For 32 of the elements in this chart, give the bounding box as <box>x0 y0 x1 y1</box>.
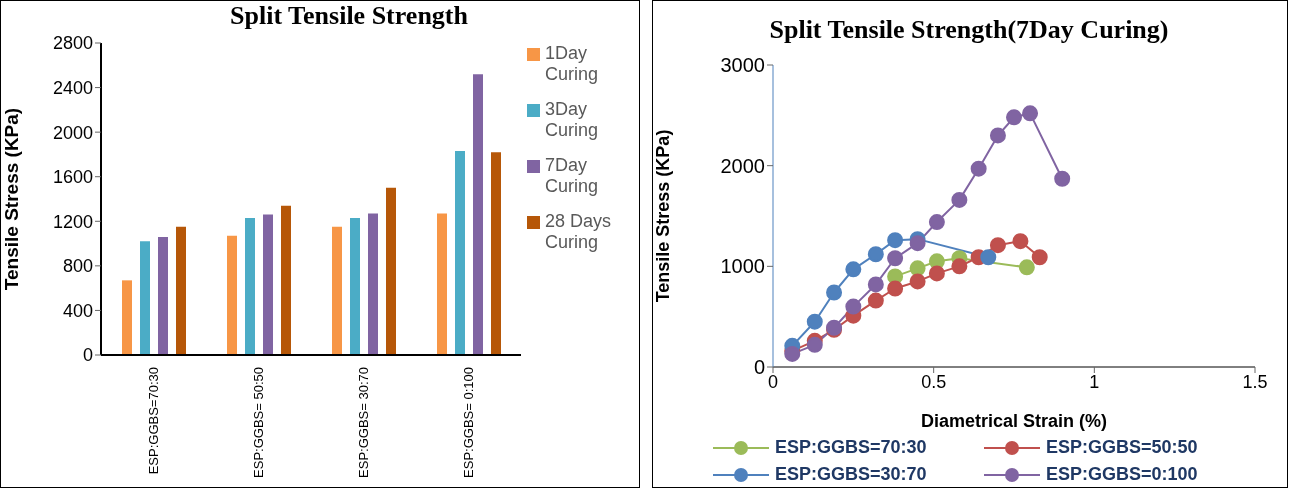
legend-label: 3Day Curing <box>545 99 600 141</box>
y-tick-label: 2400 <box>52 77 93 98</box>
y-tick-label: 400 <box>62 300 93 321</box>
chart-title: Split Tensile Strength(7Day Curing) <box>768 14 1170 46</box>
legend-label: ESP:GGBS=30:70 <box>775 464 927 485</box>
y-tick-label: 800 <box>62 256 93 277</box>
y-axis-title: Tensile Stress (KPa) <box>0 107 22 291</box>
y-tick-label: 1000 <box>720 255 765 278</box>
legend-label: ESP:GGBS=70:30 <box>775 437 927 458</box>
x-axis-title: Diametrical Strain (%) <box>920 411 1108 431</box>
chart-title: Split Tensile Strength <box>229 1 469 32</box>
x-tick-label: 0.5 <box>921 371 947 392</box>
x-tick-label: ESP:GGBS= 0:100 <box>461 367 476 478</box>
x-tick-label: 0 <box>767 371 779 392</box>
y-axis-title: Tensile Stress (KPa) <box>653 129 674 303</box>
x-tick-label: ESP:GGBS= 30:70 <box>356 367 371 478</box>
y-tick-label: 0 <box>82 345 93 366</box>
y-tick-label: 1600 <box>52 167 93 188</box>
y-tick-label: 3000 <box>720 54 765 77</box>
y-tick-label: 2800 <box>52 33 93 54</box>
x-tick-label: ESP:GGBS=70:30 <box>146 367 161 475</box>
legend-label: ESP:GGBS=50:50 <box>1046 437 1198 458</box>
legend-label: 28 Days Curing <box>545 211 613 253</box>
legend-label: ESP:GGBS=0:100 <box>1046 464 1198 485</box>
x-tick-label: 1 <box>1089 371 1100 392</box>
x-tick-label: ESP:GGBS= 50:50 <box>251 367 266 478</box>
y-tick-label: 2000 <box>52 122 93 143</box>
y-tick-label: 1200 <box>52 211 93 232</box>
legend-label: 7Day Curing <box>545 155 600 197</box>
x-tick-label: 1.5 <box>1242 371 1268 392</box>
legend-label: 1Day Curing <box>545 43 600 85</box>
y-tick-label: 2000 <box>720 154 765 177</box>
